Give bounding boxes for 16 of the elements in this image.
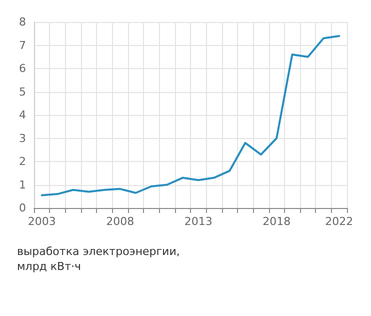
line-series [40, 34, 340, 196]
y-tick-label: 7 [19, 38, 26, 52]
y-tick-label: 3 [19, 132, 26, 145]
y-tick-label: 0 [19, 202, 26, 214]
y-tick-label: 4 [19, 108, 26, 122]
x-tick-label: 2018 [262, 215, 291, 228]
x-tick-label: 2022 [325, 215, 354, 228]
y-tick-label: 5 [19, 85, 26, 98]
x-tick-label: 2003 [28, 215, 56, 228]
x-tick-label: 2008 [106, 215, 134, 228]
y-tick-label: 2 [19, 155, 26, 168]
y-tick-label: 6 [19, 62, 26, 75]
text: выработка электроэнергии, млрд кВт·ч [17, 245, 180, 273]
y-tick-label: 1 [19, 178, 26, 192]
y-tick-label: 8 [19, 16, 26, 28]
x-tick-label: 2013 [184, 215, 212, 228]
